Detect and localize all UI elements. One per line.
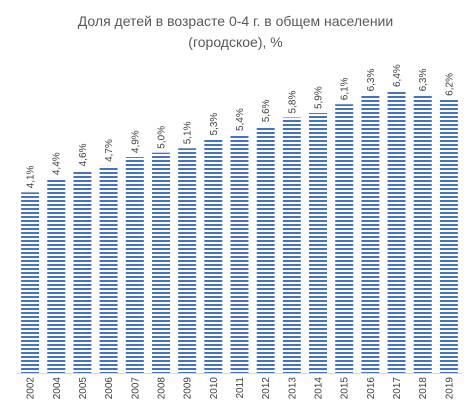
data-label-2009: 5,1% xyxy=(183,121,194,144)
bar-2004 xyxy=(47,179,66,373)
bar-2014 xyxy=(309,113,328,373)
data-labels-layer: 4,1% 4,4% 4,6% 4,7% 4,9% 5,0% 5,1% 5,3% 5,4% 5,6%… xyxy=(26,64,456,188)
bar-2019 xyxy=(439,99,458,373)
bar-2017 xyxy=(387,91,406,373)
data-label-2002: 4,1% xyxy=(26,165,37,188)
bar-2018 xyxy=(413,95,432,373)
data-label-2011: 5,4% xyxy=(235,108,246,131)
data-label-2007: 4,9% xyxy=(130,130,141,153)
data-label-2010: 5,3% xyxy=(209,113,220,136)
x-tick-label-2008: 2008 xyxy=(156,377,167,400)
x-tick-label-2006: 2006 xyxy=(104,377,115,400)
x-tick-label-2018: 2018 xyxy=(418,377,429,400)
bar-2012 xyxy=(256,126,275,373)
bar-2006 xyxy=(99,165,118,373)
bar-2005 xyxy=(73,170,92,373)
bar-2016 xyxy=(361,95,380,373)
x-tick-label-2013: 2013 xyxy=(287,377,298,400)
bar-2002 xyxy=(21,192,40,373)
chart-title: Доля детей в возрасте 0-4 г. в общем нас… xyxy=(0,11,471,53)
data-label-2013: 5,8% xyxy=(287,91,298,114)
chart-title-line-1: Доля детей в возрасте 0-4 г. в общем нас… xyxy=(77,13,394,29)
x-tick-label-2002: 2002 xyxy=(26,377,37,400)
chart-title-line-2: (городское), % xyxy=(188,34,283,50)
x-tick-label-2017: 2017 xyxy=(392,377,403,400)
bar-2013 xyxy=(282,117,301,373)
data-label-2004: 4,4% xyxy=(52,152,63,175)
bar-2015 xyxy=(335,104,354,373)
bar-2011 xyxy=(230,135,249,373)
x-tick-label-2012: 2012 xyxy=(261,377,272,400)
x-tick-label-2007: 2007 xyxy=(130,377,141,400)
x-tick-label-2015: 2015 xyxy=(340,377,351,400)
bar-2009 xyxy=(178,148,197,373)
data-label-2017: 6,4% xyxy=(392,64,403,87)
bar-2010 xyxy=(204,139,223,373)
x-tick-label-2019: 2019 xyxy=(444,377,455,400)
x-tick-label-2016: 2016 xyxy=(366,377,377,400)
x-tick-label-2014: 2014 xyxy=(314,377,325,400)
x-tick-label-2005: 2005 xyxy=(78,377,89,400)
data-label-2006: 4,7% xyxy=(104,139,115,162)
bar-2007 xyxy=(125,157,144,373)
data-label-2016: 6,3% xyxy=(366,69,377,92)
data-label-2005: 4,6% xyxy=(78,143,89,166)
data-label-2012: 5,6% xyxy=(261,99,272,122)
data-label-2008: 5,0% xyxy=(156,126,167,149)
x-tick-label-2011: 2011 xyxy=(235,377,246,399)
data-label-2018: 6,3% xyxy=(418,69,429,92)
x-tick-label-2010: 2010 xyxy=(209,377,220,400)
x-tick-label-2004: 2004 xyxy=(52,377,63,400)
x-tick-labels-layer: 2002 2004 2005 2006 2007 2008 2009 2010 2011 2012… xyxy=(26,377,456,400)
data-label-2015: 6,1% xyxy=(340,77,351,100)
bars-layer xyxy=(21,91,458,373)
data-label-2019: 6,2% xyxy=(444,73,455,96)
x-tick-label-2009: 2009 xyxy=(183,377,194,400)
data-label-2014: 5,9% xyxy=(314,86,325,109)
bar-2008 xyxy=(151,152,170,373)
